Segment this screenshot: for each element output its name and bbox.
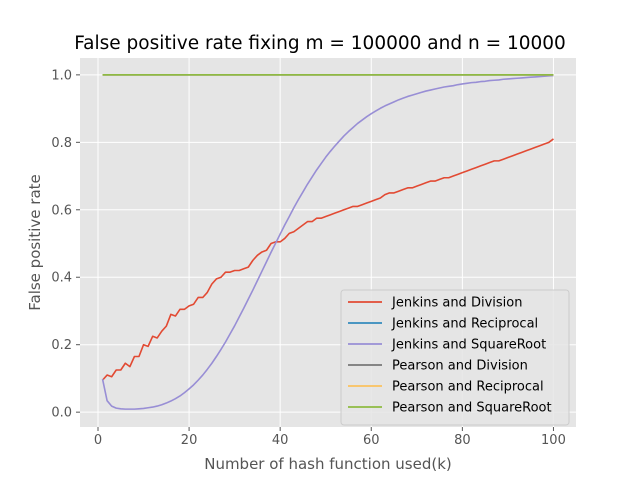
series-line-jenkins-and-division bbox=[101, 138, 554, 381]
y-tick-label: 0.8 bbox=[51, 136, 72, 151]
legend-entries: Jenkins and Division Jenkins and Reciproc… bbox=[348, 296, 552, 416]
legend-label: Pearson and Division bbox=[392, 359, 528, 374]
y-tick-label: 0.6 bbox=[51, 203, 72, 218]
y-axis-ticks: 0.0 0.2 0.4 0.6 0.8 1.0 bbox=[51, 68, 80, 421]
y-tick-label: 0.2 bbox=[51, 338, 72, 353]
legend: Jenkins and Division Jenkins and Reciproc… bbox=[340, 289, 570, 426]
legend-label: Pearson and SquareRoot bbox=[392, 401, 552, 416]
legend-label: Jenkins and SquareRoot bbox=[391, 338, 546, 353]
x-tick-label: 40 bbox=[272, 433, 289, 448]
x-tick-label: 20 bbox=[181, 433, 198, 448]
legend-label: Pearson and Reciprocal bbox=[392, 380, 544, 395]
x-tick-label: 100 bbox=[541, 433, 566, 448]
x-tick-label: 80 bbox=[454, 433, 471, 448]
x-tick-label: 60 bbox=[363, 433, 380, 448]
legend-box bbox=[340, 289, 570, 426]
x-axis-ticks: 0 20 40 60 80 100 bbox=[94, 427, 566, 448]
chart-title: False positive rate fixing m = 100000 an… bbox=[74, 33, 566, 54]
x-axis-title: Number of hash function used(k) bbox=[204, 455, 452, 473]
x-tick-label: 0 bbox=[94, 433, 102, 448]
y-tick-label: 0.0 bbox=[51, 406, 72, 421]
series-line-jenkins-and-squareroot bbox=[101, 74, 554, 410]
y-axis-title: False positive rate bbox=[26, 174, 44, 311]
y-tick-label: 1.0 bbox=[51, 68, 72, 83]
y-tick-label: 0.4 bbox=[51, 271, 72, 286]
legend-label: Jenkins and Division bbox=[391, 296, 522, 311]
legend-label: Jenkins and Reciprocal bbox=[391, 317, 538, 332]
series-lines bbox=[101, 74, 554, 410]
